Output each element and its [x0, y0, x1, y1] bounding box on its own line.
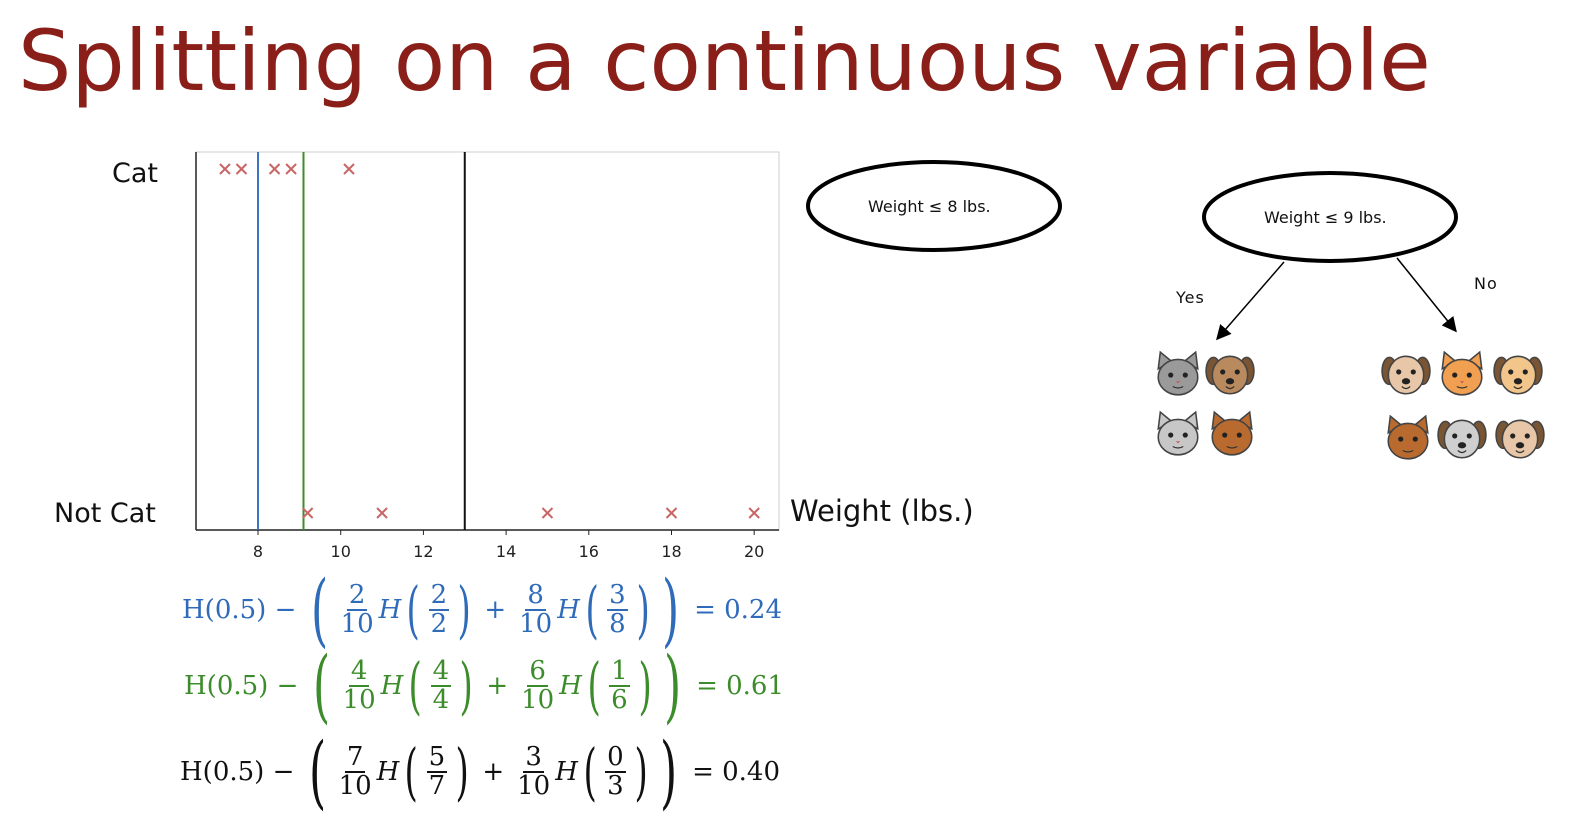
no-arrow [1396, 257, 1457, 333]
dog-face-icon [1494, 412, 1545, 459]
dog-face-icon [1436, 412, 1487, 459]
data-point-not-cat [376, 507, 388, 519]
data-point-not-cat [748, 507, 760, 519]
no-branch-label: No [1474, 274, 1498, 293]
data-point-cat [268, 163, 281, 175]
tree-1-node-label: Weight ≤ 8 lbs. [868, 197, 991, 216]
x-tick-label: 20 [744, 542, 764, 561]
tree-1-node [806, 160, 1062, 252]
equation-result: = 0.40 [692, 757, 781, 787]
x-axis-label: Weight (lbs.) [790, 494, 974, 528]
entropy-equation-3: H(0.5) −(7 10 H(5 7) +3 10 H(0 3)) = 0.40 [180, 725, 781, 818]
cat-face-icon [1152, 408, 1199, 456]
data-point-not-cat [301, 507, 314, 519]
data-point-cat [343, 163, 355, 175]
x-tick-label: 16 [579, 542, 599, 561]
data-point-cat [235, 163, 248, 175]
equation-lead: H(0.5) − [182, 595, 297, 625]
entropy-equation-1: H(0.5) −(2 10 H(2 2) +8 10 H(3 8)) = 0.24 [182, 563, 783, 656]
entropy-equation-2: H(0.5) −(4 10 H(4 4) +6 10 H(1 6)) = 0.61 [184, 639, 785, 732]
x-tick-label: 14 [496, 542, 516, 561]
equation-lead: H(0.5) − [180, 757, 295, 787]
x-tick-label: 12 [413, 542, 433, 561]
x-tick-label: 8 [253, 542, 263, 561]
cat-face-icon [1206, 408, 1253, 456]
tree-2-node-label: Weight ≤ 9 lbs. [1264, 208, 1387, 227]
data-point-cat [285, 163, 297, 175]
y-category-not-cat: Not Cat [54, 498, 156, 529]
y-category-cat: Cat [112, 158, 158, 189]
yes-branch-label: Yes [1176, 288, 1205, 307]
dog-face-icon [1204, 348, 1255, 395]
data-point-not-cat [665, 507, 678, 519]
dog-face-icon [1492, 348, 1543, 395]
cat-face-icon [1152, 348, 1199, 396]
equation-lead: H(0.5) − [184, 671, 299, 701]
data-point-not-cat [541, 507, 554, 519]
data-point-cat [219, 163, 231, 175]
equation-result: = 0.61 [696, 671, 785, 701]
tree-2-node [1202, 171, 1458, 263]
dog-face-icon [1380, 348, 1431, 395]
equation-result: = 0.24 [694, 595, 783, 625]
slide-title: Splitting on a continuous variable [18, 12, 1431, 110]
x-tick-label: 10 [331, 542, 351, 561]
x-tick-label: 18 [661, 542, 681, 561]
cat-face-icon [1382, 412, 1429, 460]
yes-arrow [1216, 261, 1285, 341]
cat-face-icon [1436, 348, 1483, 396]
